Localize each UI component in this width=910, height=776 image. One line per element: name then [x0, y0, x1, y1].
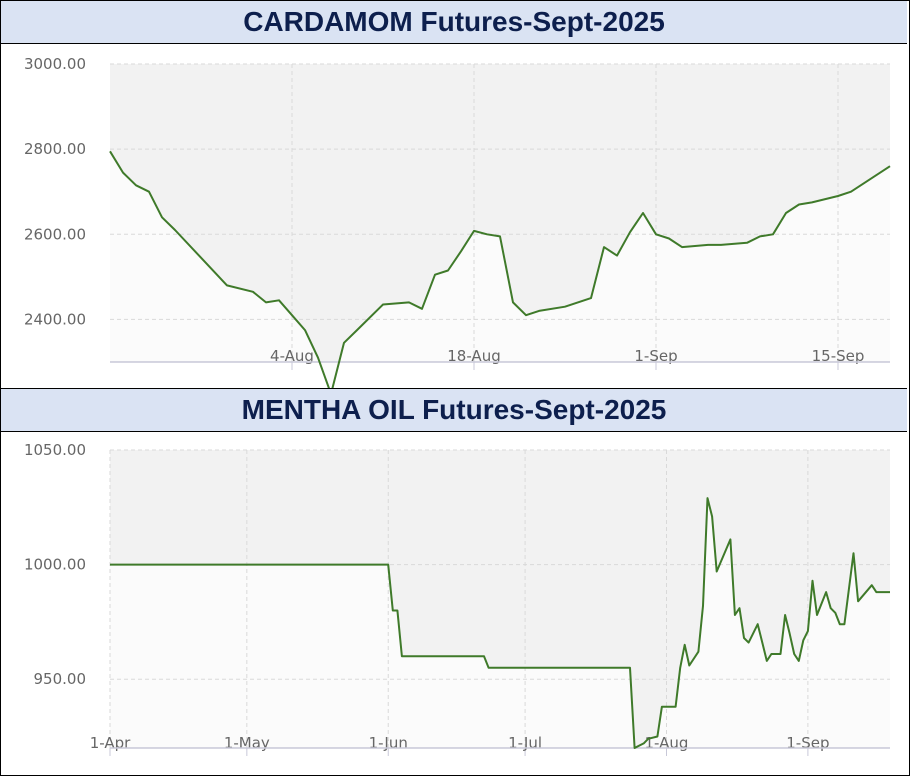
y-tick-label: 3000.00	[24, 55, 86, 73]
y-tick-label: 1000.00	[24, 556, 86, 574]
x-tick-label: 1-Apr	[90, 734, 131, 752]
x-tick-label: 1-Jun	[369, 734, 408, 752]
y-tick-label: 950.00	[34, 670, 87, 688]
y-tick-label: 2600.00	[24, 225, 86, 243]
x-tick-label: 15-Sep	[812, 347, 865, 365]
x-tick-label: 18-Aug	[447, 347, 500, 365]
mentha-oil-chart: 1050.00 1000.00 950.00 1-Apr 1-May 1-Jun 1-Jul…	[24, 441, 890, 756]
series-line	[109, 150, 891, 388]
x-tick-label: 1-May	[224, 734, 270, 752]
x-tick-label: 1-Aug	[645, 734, 689, 752]
y-tick-label: 1050.00	[24, 441, 86, 459]
series-area	[110, 151, 890, 388]
chart-title-mentha: MENTHA OIL Futures-Sept-2025	[1, 388, 907, 432]
chart-title-cardamom: CARDAMOM Futures-Sept-2025	[1, 1, 907, 44]
series-area	[110, 498, 890, 748]
series-line	[110, 497, 890, 749]
y-tick-label: 2800.00	[24, 140, 86, 158]
cardamom-chart: 3000.00 2800.00 2600.00 2400.00 4-Aug 18-Aug 1…	[24, 55, 891, 388]
x-tick-label: 1-Sep	[634, 347, 677, 365]
x-tick-label: 4-Aug	[270, 347, 314, 365]
x-tick-label: 1-Jul	[508, 734, 542, 752]
x-tick-label: 1-Sep	[786, 734, 829, 752]
y-tick-label: 2400.00	[24, 310, 86, 328]
